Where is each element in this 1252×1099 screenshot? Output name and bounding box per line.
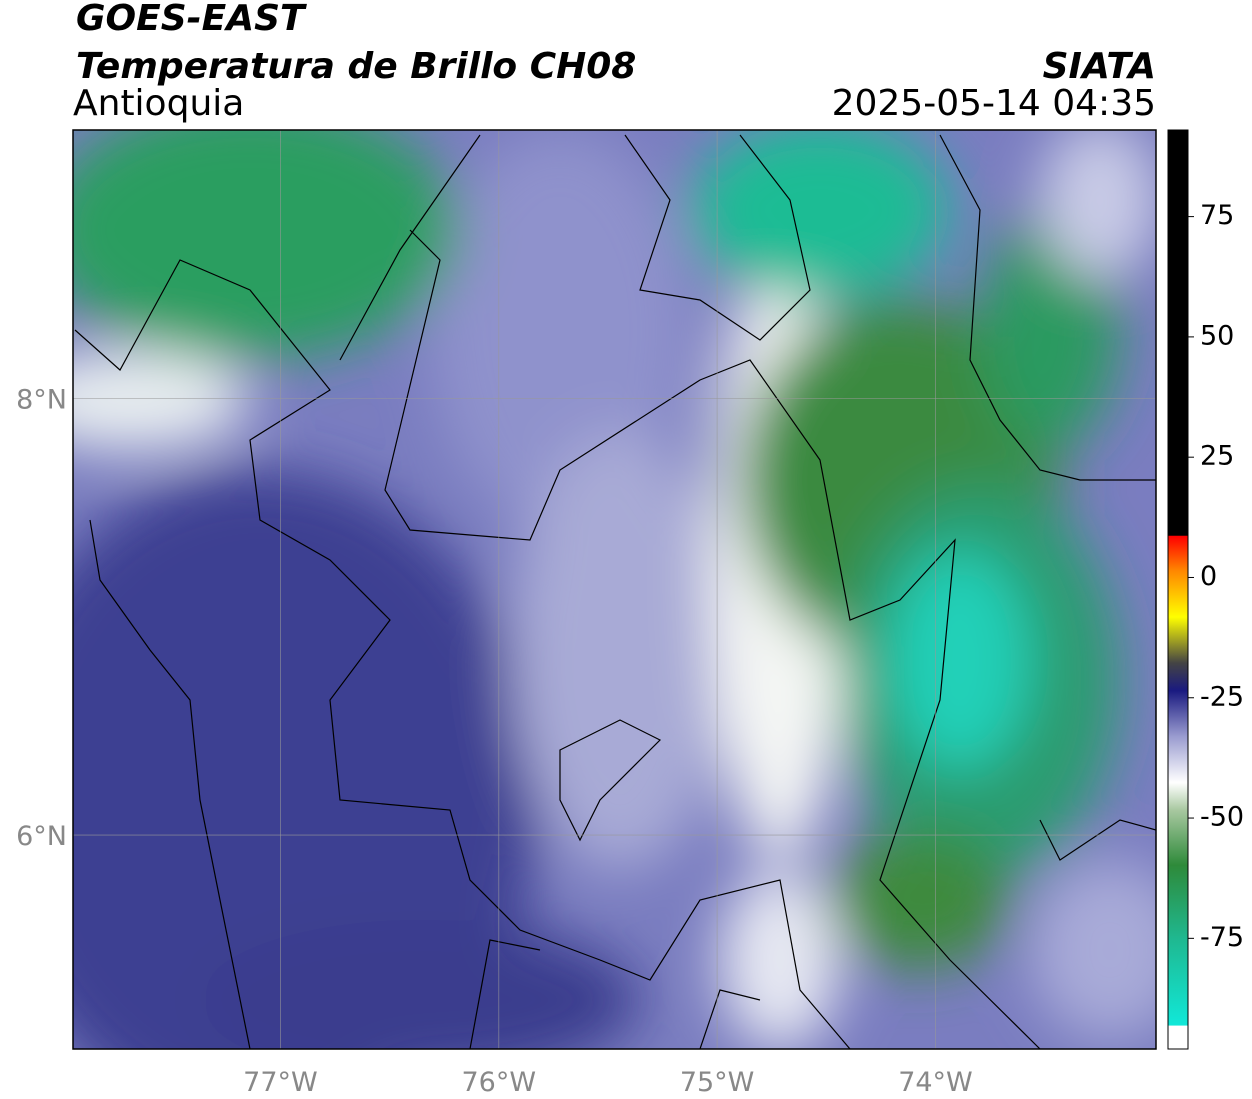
colorbar-tick-label: 25	[1200, 441, 1234, 472]
colorbar-tick-label: 50	[1200, 320, 1234, 351]
colorbar	[1167, 129, 1189, 1050]
colorbar-tick-label: -25	[1200, 681, 1244, 712]
graticule	[73, 130, 1156, 1049]
subtitle: Temperatura de Brillo CH08	[76, 46, 636, 87]
map-image	[73, 130, 1156, 1049]
map-frame	[72, 129, 1157, 1050]
title: GOES-EAST	[76, 0, 307, 39]
colorbar-tick-label: 0	[1200, 561, 1217, 592]
y-tick-label: 6°N	[16, 821, 67, 852]
colorbar-tick-label: -75	[1200, 922, 1244, 953]
x-tick-label: 76°W	[461, 1067, 536, 1098]
source: SIATA	[1043, 46, 1156, 87]
x-tick-label: 77°W	[243, 1067, 318, 1098]
x-tick-label: 75°W	[680, 1067, 755, 1098]
timestamp: 2025-05-14 04:35	[832, 83, 1156, 124]
region: Antioquia	[73, 83, 244, 124]
x-tick-label: 74°W	[898, 1067, 973, 1098]
colorbar-tick-label: -50	[1200, 802, 1244, 833]
colorbar-tick-label: 75	[1200, 200, 1234, 231]
y-tick-label: 8°N	[16, 384, 67, 415]
